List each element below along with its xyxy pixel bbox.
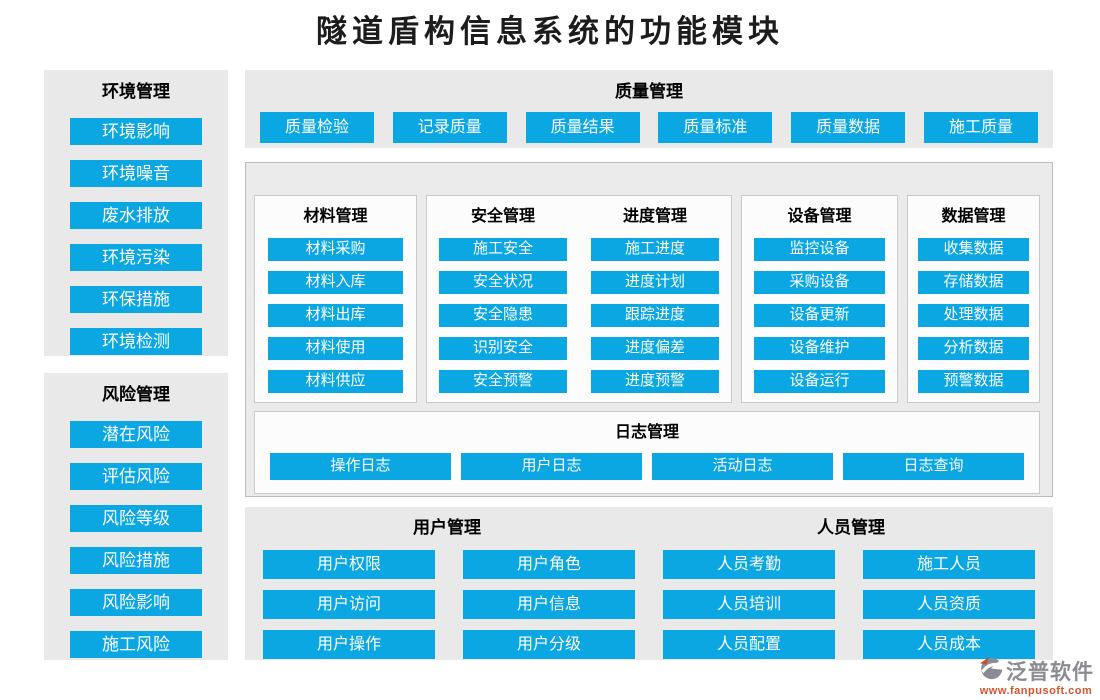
risk-measures-button[interactable]: 风险措施 bbox=[70, 547, 202, 574]
material-outbound-button[interactable]: 材料出库 bbox=[267, 304, 404, 327]
equipment-operation-button[interactable]: 设备运行 bbox=[754, 370, 885, 393]
equipment-purchase-button[interactable]: 采购设备 bbox=[754, 271, 885, 294]
box-equipment: 设备管理 监控设备 采购设备 设备更新 设备维护 设备运行 bbox=[741, 195, 898, 403]
progress-deviation-button[interactable]: 进度偏差 bbox=[591, 337, 719, 360]
material-header: 材料管理 bbox=[303, 208, 368, 225]
progress-column: 进度管理 施工进度 进度计划 跟踪进度 进度偏差 进度预警 bbox=[579, 196, 731, 402]
panel-quality: 质量管理 质量检验 记录质量 质量结果 质量标准 质量数据 施工质量 bbox=[245, 70, 1053, 148]
personnel-header: 人员管理 bbox=[817, 518, 885, 537]
box-log: 日志管理 操作日志 用户日志 活动日志 日志查询 bbox=[254, 411, 1040, 494]
user-operation-button[interactable]: 用户操作 bbox=[263, 630, 435, 659]
log-query-button[interactable]: 日志查询 bbox=[843, 453, 1024, 480]
panel-environment: 环境管理 环境影响 环境噪音 废水排放 环境污染 环保措施 环境检测 bbox=[44, 70, 228, 356]
quality-data-button[interactable]: 质量数据 bbox=[791, 112, 906, 143]
equipment-update-button[interactable]: 设备更新 bbox=[754, 304, 885, 327]
progress-header: 进度管理 bbox=[622, 208, 687, 225]
safety-identify-button[interactable]: 识别安全 bbox=[439, 337, 567, 360]
log-user-button[interactable]: 用户日志 bbox=[461, 453, 642, 480]
safety-hazard-button[interactable]: 安全隐患 bbox=[439, 304, 567, 327]
panel-user-personnel: 用户管理 人员管理 用户权限 用户角色 人员考勤 施工人员 用户访问 用户信息 … bbox=[245, 507, 1053, 660]
panel-risk: 风险管理 潜在风险 评估风险 风险等级 风险措施 风险影响 施工风险 bbox=[44, 373, 228, 660]
env-wastewater-button[interactable]: 废水排放 bbox=[70, 202, 202, 229]
progress-plan-button[interactable]: 进度计划 bbox=[591, 271, 719, 294]
quality-header: 质量管理 bbox=[615, 82, 683, 101]
risk-level-button[interactable]: 风险等级 bbox=[70, 505, 202, 532]
user-permission-button[interactable]: 用户权限 bbox=[263, 550, 435, 579]
risk-impact-button[interactable]: 风险影响 bbox=[70, 589, 202, 616]
personnel-allocation-button[interactable]: 人员配置 bbox=[663, 630, 835, 659]
bottom-row-2: 用户访问 用户信息 人员培训 人员资质 bbox=[245, 590, 1053, 619]
material-inbound-button[interactable]: 材料入库 bbox=[267, 271, 404, 294]
personnel-cost-button[interactable]: 人员成本 bbox=[863, 630, 1035, 659]
user-access-button[interactable]: 用户访问 bbox=[263, 590, 435, 619]
bottom-row-1: 用户权限 用户角色 人员考勤 施工人员 bbox=[245, 550, 1053, 579]
risk-construction-button[interactable]: 施工风险 bbox=[70, 631, 202, 658]
fanpu-logo-icon bbox=[978, 656, 1003, 686]
module-columns: 材料管理 材料采购 材料入库 材料出库 材料使用 材料供应 安全管理 施工安全 … bbox=[254, 195, 1040, 403]
quality-construction-button[interactable]: 施工质量 bbox=[923, 112, 1038, 143]
page-title: 隧道盾构信息系统的功能模块 bbox=[316, 14, 784, 49]
data-warning-button[interactable]: 预警数据 bbox=[918, 370, 1029, 393]
user-info-button[interactable]: 用户信息 bbox=[463, 590, 635, 619]
material-usage-button[interactable]: 材料使用 bbox=[267, 337, 404, 360]
safety-column: 安全管理 施工安全 安全状况 安全隐患 识别安全 安全预警 bbox=[427, 196, 579, 402]
material-supply-button[interactable]: 材料供应 bbox=[267, 370, 404, 393]
safety-warning-button[interactable]: 安全预警 bbox=[439, 370, 567, 393]
box-safety-progress: 安全管理 施工安全 安全状况 安全隐患 识别安全 安全预警 进度管理 施工进度 … bbox=[426, 195, 732, 403]
panel-middle-modules: 材料管理 材料采购 材料入库 材料出库 材料使用 材料供应 安全管理 施工安全 … bbox=[245, 162, 1053, 497]
data-process-button[interactable]: 处理数据 bbox=[918, 304, 1029, 327]
quality-result-button[interactable]: 质量结果 bbox=[525, 112, 640, 143]
env-noise-button[interactable]: 环境噪音 bbox=[70, 160, 202, 187]
env-monitoring-button[interactable]: 环境检测 bbox=[70, 328, 202, 355]
log-activity-button[interactable]: 活动日志 bbox=[652, 453, 833, 480]
equipment-monitor-button[interactable]: 监控设备 bbox=[754, 238, 885, 261]
equipment-maintenance-button[interactable]: 设备维护 bbox=[754, 337, 885, 360]
env-impact-button[interactable]: 环境影响 bbox=[70, 118, 202, 145]
log-button-row: 操作日志 用户日志 活动日志 日志查询 bbox=[255, 453, 1039, 480]
log-operation-button[interactable]: 操作日志 bbox=[270, 453, 451, 480]
env-protection-button[interactable]: 环保措施 bbox=[70, 286, 202, 313]
data-header: 数据管理 bbox=[941, 208, 1006, 225]
quality-record-button[interactable]: 记录质量 bbox=[392, 112, 507, 143]
data-collect-button[interactable]: 收集数据 bbox=[918, 238, 1029, 261]
personnel-construction-button[interactable]: 施工人员 bbox=[863, 550, 1035, 579]
data-analyze-button[interactable]: 分析数据 bbox=[918, 337, 1029, 360]
user-role-button[interactable]: 用户角色 bbox=[463, 550, 635, 579]
vendor-branding: 泛普软件 www.fanpusoft.com bbox=[978, 656, 1094, 697]
vendor-url: www.fanpusoft.com bbox=[979, 685, 1093, 697]
box-material: 材料管理 材料采购 材料入库 材料出库 材料使用 材料供应 bbox=[254, 195, 417, 403]
vendor-name: 泛普软件 bbox=[1006, 660, 1094, 684]
personnel-attendance-button[interactable]: 人员考勤 bbox=[663, 550, 835, 579]
quality-inspection-button[interactable]: 质量检验 bbox=[260, 112, 374, 143]
box-data: 数据管理 收集数据 存储数据 处理数据 分析数据 预警数据 bbox=[907, 195, 1040, 403]
personnel-training-button[interactable]: 人员培训 bbox=[663, 590, 835, 619]
progress-track-button[interactable]: 跟踪进度 bbox=[591, 304, 719, 327]
bottom-row-3: 用户操作 用户分级 人员配置 人员成本 bbox=[245, 630, 1053, 659]
data-store-button[interactable]: 存储数据 bbox=[918, 271, 1029, 294]
safety-construction-button[interactable]: 施工安全 bbox=[439, 238, 567, 261]
log-header: 日志管理 bbox=[614, 424, 679, 441]
progress-warning-button[interactable]: 进度预警 bbox=[591, 370, 719, 393]
quality-standard-button[interactable]: 质量标准 bbox=[658, 112, 773, 143]
equipment-header: 设备管理 bbox=[787, 208, 852, 225]
risk-header: 风险管理 bbox=[102, 385, 170, 404]
risk-assess-button[interactable]: 评估风险 bbox=[70, 463, 202, 490]
env-pollution-button[interactable]: 环境污染 bbox=[70, 244, 202, 271]
risk-potential-button[interactable]: 潜在风险 bbox=[70, 421, 202, 448]
quality-button-row: 质量检验 记录质量 质量结果 质量标准 质量数据 施工质量 bbox=[245, 112, 1053, 143]
progress-construction-button[interactable]: 施工进度 bbox=[591, 238, 719, 261]
bottom-headers: 用户管理 人员管理 bbox=[245, 507, 1053, 539]
user-header: 用户管理 bbox=[413, 518, 481, 537]
material-purchase-button[interactable]: 材料采购 bbox=[267, 238, 404, 261]
environment-header: 环境管理 bbox=[102, 82, 170, 101]
user-grading-button[interactable]: 用户分级 bbox=[463, 630, 635, 659]
safety-header: 安全管理 bbox=[470, 208, 535, 225]
safety-status-button[interactable]: 安全状况 bbox=[439, 271, 567, 294]
personnel-qualification-button[interactable]: 人员资质 bbox=[863, 590, 1035, 619]
